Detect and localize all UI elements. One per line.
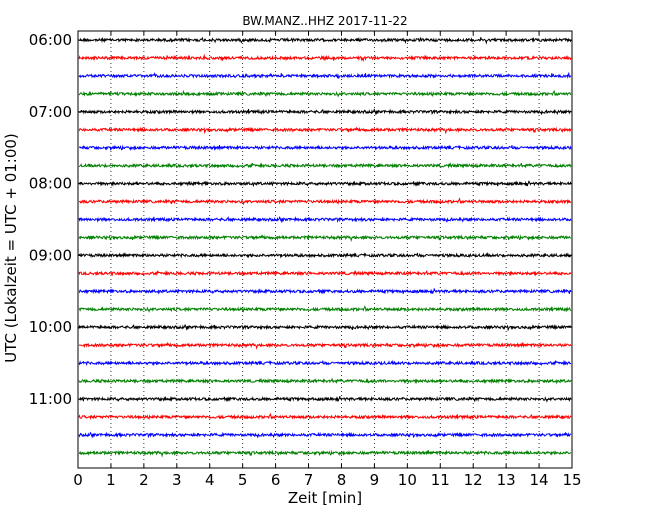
- x-tick-label: 14: [530, 471, 549, 489]
- seismogram-trace: [78, 377, 572, 385]
- grid-lines: [110, 31, 540, 468]
- x-tick-label: 0: [73, 471, 83, 489]
- x-tick-label: 4: [205, 471, 215, 489]
- x-tick-label: 5: [238, 471, 248, 489]
- seismogram-trace: [78, 288, 572, 295]
- seismogram-trace: [78, 108, 572, 116]
- chart-title: BW.MANZ..HHZ 2017-11-22: [242, 14, 407, 28]
- x-tick-label: 8: [337, 471, 347, 489]
- seismogram-trace: [78, 126, 572, 135]
- seismogram-trace: [78, 89, 572, 98]
- y-tick-label: 08:00: [29, 175, 72, 193]
- x-tick-label: 2: [139, 471, 149, 489]
- x-tick-label: 15: [562, 471, 581, 489]
- x-tick-label: 1: [106, 471, 116, 489]
- seismogram-trace: [78, 216, 572, 224]
- seismogram-trace: [78, 180, 572, 188]
- seismogram-trace: [78, 71, 572, 79]
- x-tick-label: 9: [370, 471, 380, 489]
- y-axis: 06:00 07:00 08:00 09:00 10:00 11:00: [29, 31, 572, 408]
- seismogram-trace: [78, 197, 572, 206]
- x-tick-label: 10: [398, 471, 417, 489]
- seismogram-trace: [78, 36, 572, 45]
- seismogram-trace: [79, 144, 572, 151]
- seismogram-trace: [78, 341, 572, 350]
- seismogram-trace: [78, 412, 572, 421]
- y-tick-label: 11:00: [29, 390, 72, 408]
- seismogram-trace: [78, 53, 572, 63]
- seismogram-trace: [78, 162, 572, 169]
- seismogram-trace: [78, 251, 572, 259]
- plot-frame: [77, 30, 573, 469]
- x-axis-label: Zeit [min]: [288, 489, 362, 507]
- x-tick-label: 12: [464, 471, 483, 489]
- x-tick-label: 3: [172, 471, 182, 489]
- x-tick-label: 13: [497, 471, 516, 489]
- x-tick-label: 6: [271, 471, 281, 489]
- seismogram-trace: [78, 323, 572, 332]
- y-tick-label: 09:00: [29, 246, 72, 264]
- y-axis-label: UTC (Lokalzeit = UTC + 01:00): [2, 133, 20, 363]
- seismogram-trace: [78, 431, 572, 439]
- seismogram-trace: [78, 304, 572, 314]
- trace-group: [78, 36, 572, 458]
- seismogram-trace: [78, 234, 572, 243]
- seismogram-trace: [78, 395, 572, 403]
- y-tick-label: 07:00: [29, 103, 72, 121]
- x-tick-label: 11: [431, 471, 450, 489]
- seismogram-trace: [78, 449, 572, 458]
- x-tick-label: 7: [304, 471, 314, 489]
- seismogram-trace: [78, 269, 572, 277]
- y-tick-label: 06:00: [29, 31, 72, 49]
- x-axis: 0 1 2 3 4 5 6 7 8 9 10 11 12 13 14 15: [73, 31, 582, 489]
- y-tick-label: 10:00: [29, 318, 72, 336]
- seismogram-trace: [78, 359, 572, 367]
